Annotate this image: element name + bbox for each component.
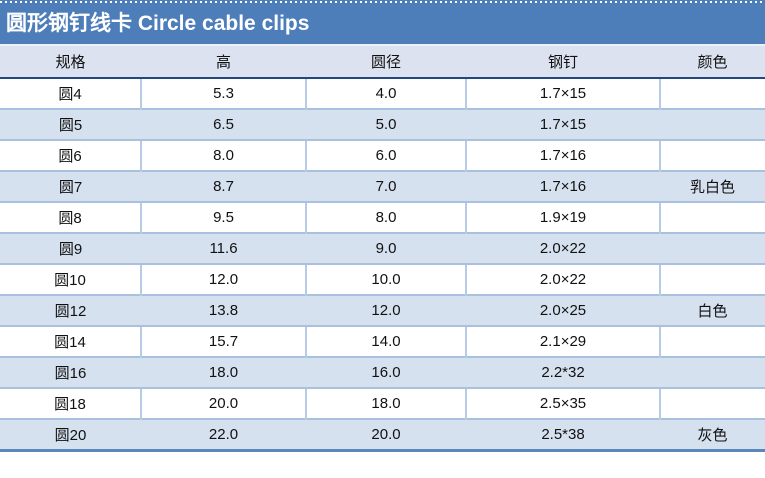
table-row: 圆9 11.6 9.0 2.0×22 — [0, 232, 765, 264]
table-cell: 1.7×15 — [466, 108, 660, 140]
spec-table: 规格高圆径 钢钉 颜色 圆4 5.3 4.0 1.7×15 圆5 6.5 5.0 1.7×15 圆6… — [0, 46, 765, 452]
table-cell: 10.0 — [305, 263, 466, 295]
dotted-top-border — [0, 1, 765, 3]
table-cell: 1.7×15 — [465, 78, 660, 109]
table-cell — [659, 387, 765, 419]
table-cell: 15.7 — [140, 325, 306, 357]
table-cell: 2.5*38 — [466, 418, 660, 450]
spec-table-head: 规格高圆径 钢钉 颜色 — [0, 46, 765, 79]
table-cell: 9.0 — [306, 232, 466, 264]
page-title: 圆形钢钉线卡 Circle cable clips — [6, 12, 310, 35]
table-cell: 圆20 — [0, 418, 141, 450]
table-cell: 1.7×16 — [466, 170, 660, 202]
table-cell: 圆14 — [0, 325, 141, 357]
table-row: 圆8 9.5 8.0 1.9×19 — [0, 201, 765, 233]
table-cell: 12.0 — [306, 294, 466, 326]
table-cell: 8.7 — [141, 170, 306, 202]
table-row: 圆14 15.7 14.0 2.1×29 — [0, 325, 765, 357]
table-cell: 圆12 — [0, 294, 141, 326]
table-cell — [659, 325, 765, 357]
table-cell: 1.9×19 — [465, 201, 660, 233]
table-cell: 2.1×29 — [465, 325, 660, 357]
table-cell: 13.8 — [141, 294, 306, 326]
table-row: 圆5 6.5 5.0 1.7×15 — [0, 108, 765, 140]
table-row: 圆4 5.3 4.0 1.7×15 — [0, 78, 765, 109]
table-cell: 12.0 — [140, 263, 306, 295]
table-cell: 圆16 — [0, 356, 141, 388]
table-cell: 圆9 — [0, 232, 141, 264]
column-header-3: 圆径 — [306, 46, 466, 79]
table-cell — [659, 263, 765, 295]
table-cell — [659, 78, 765, 109]
column-header-4: 钢钉 — [466, 46, 660, 79]
table-cell: 圆4 — [0, 78, 141, 109]
table-cell: 2.5×35 — [465, 387, 660, 419]
title-bar: 圆形钢钉线卡 Circle cable clips — [0, 0, 765, 46]
column-header-1: 规格 — [0, 46, 141, 79]
table-cell: 2.0×22 — [465, 263, 660, 295]
table-cell: 9.5 — [140, 201, 306, 233]
table-row: 圆20 22.0 20.0 2.5*38 灰色 — [0, 418, 765, 450]
table-cell: 8.0 — [140, 139, 306, 171]
table-cell: 7.0 — [306, 170, 466, 202]
table-cell — [659, 201, 765, 233]
table-cell — [660, 108, 765, 140]
table-cell — [660, 232, 765, 264]
table-cell: 圆6 — [0, 139, 141, 171]
column-header-5: 颜色 — [660, 46, 765, 79]
table-cell: 5.0 — [306, 108, 466, 140]
table-cell: 6.0 — [305, 139, 466, 171]
table-cell — [659, 139, 765, 171]
spec-table-body: 圆4 5.3 4.0 1.7×15 圆5 6.5 5.0 1.7×15 圆6 8.0 6.0 1.7×… — [0, 78, 765, 450]
table-cell: 乳白色 — [660, 170, 765, 202]
table-cell: 1.7×16 — [465, 139, 660, 171]
table-header-row: 规格高圆径 钢钉 颜色 — [0, 46, 765, 79]
table-row: 圆18 20.0 18.0 2.5×35 — [0, 387, 765, 419]
table-cell: 圆8 — [0, 201, 141, 233]
table-row: 圆10 12.0 10.0 2.0×22 — [0, 263, 765, 295]
table-cell: 4.0 — [305, 78, 466, 109]
table-cell — [660, 356, 765, 388]
table-cell: 圆5 — [0, 108, 141, 140]
table-cell: 灰色 — [660, 418, 765, 450]
column-header-2: 高 — [141, 46, 306, 79]
table-row: 圆16 18.0 16.0 2.2*32 — [0, 356, 765, 388]
table-row: 圆12 13.8 12.0 2.0×25 白色 — [0, 294, 765, 326]
table-cell: 16.0 — [306, 356, 466, 388]
table-cell: 11.6 — [141, 232, 306, 264]
table-cell: 白色 — [660, 294, 765, 326]
table-cell: 22.0 — [141, 418, 306, 450]
table-cell: 14.0 — [305, 325, 466, 357]
table-cell: 8.0 — [305, 201, 466, 233]
table-cell: 20.0 — [140, 387, 306, 419]
table-cell: 20.0 — [306, 418, 466, 450]
table-cell: 2.0×25 — [466, 294, 660, 326]
table-cell: 圆10 — [0, 263, 141, 295]
table-cell: 5.3 — [140, 78, 306, 109]
table-cell: 2.0×22 — [466, 232, 660, 264]
table-cell: 圆18 — [0, 387, 141, 419]
table-cell: 18.0 — [141, 356, 306, 388]
table-row: 圆6 8.0 6.0 1.7×16 — [0, 139, 765, 171]
table-cell: 2.2*32 — [466, 356, 660, 388]
table-row: 圆7 8.7 7.0 1.7×16 乳白色 — [0, 170, 765, 202]
table-cell: 18.0 — [305, 387, 466, 419]
table-cell: 6.5 — [141, 108, 306, 140]
table-cell: 圆7 — [0, 170, 141, 202]
